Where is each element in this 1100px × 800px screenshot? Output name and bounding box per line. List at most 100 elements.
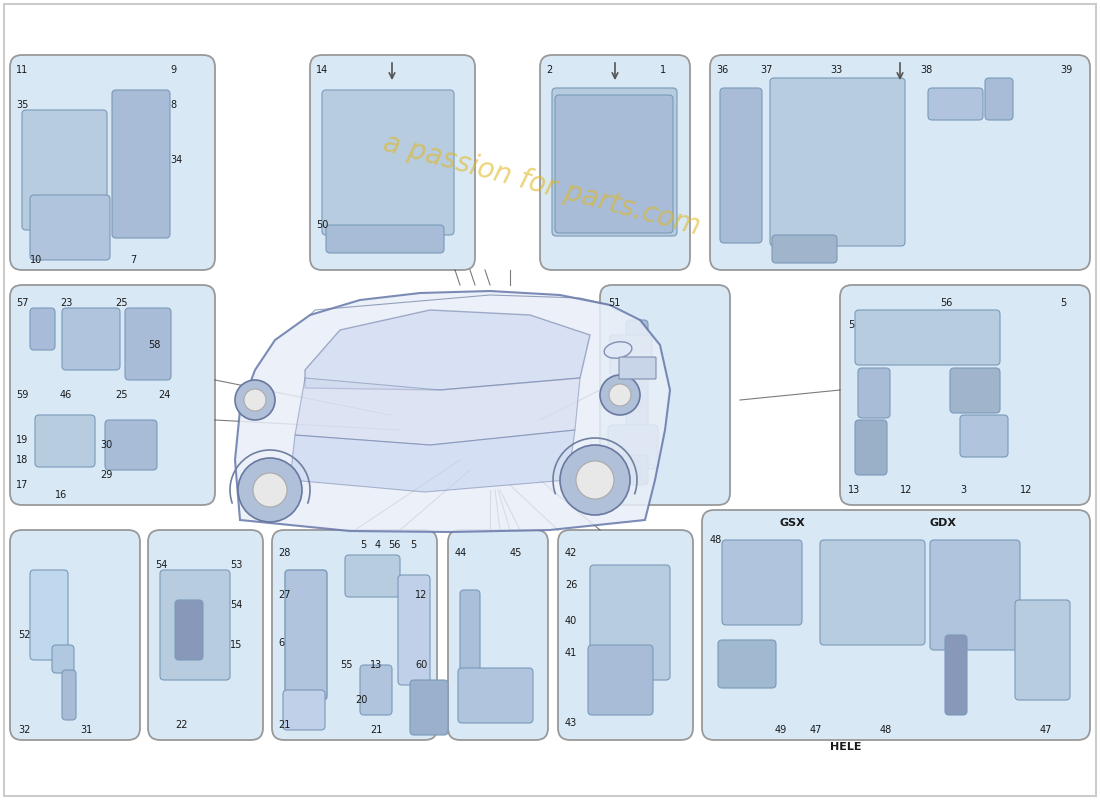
FancyBboxPatch shape	[10, 530, 140, 740]
Text: 24: 24	[158, 390, 170, 400]
Polygon shape	[235, 291, 670, 532]
Text: 5: 5	[360, 540, 366, 550]
Circle shape	[560, 445, 630, 515]
Text: 15: 15	[230, 640, 242, 650]
FancyBboxPatch shape	[950, 368, 1000, 413]
Text: 57: 57	[16, 298, 29, 308]
Text: 39: 39	[1060, 65, 1072, 75]
Circle shape	[609, 384, 631, 406]
FancyBboxPatch shape	[626, 320, 648, 460]
Text: 48: 48	[880, 725, 892, 735]
FancyBboxPatch shape	[35, 415, 95, 467]
Text: 45: 45	[510, 548, 522, 558]
Text: 16: 16	[55, 490, 67, 500]
Text: 8: 8	[170, 100, 176, 110]
Text: 5: 5	[848, 320, 855, 330]
Text: 10: 10	[30, 255, 42, 265]
Text: 38: 38	[920, 65, 933, 75]
FancyBboxPatch shape	[930, 540, 1020, 650]
Text: 47: 47	[1040, 725, 1053, 735]
Text: HELE: HELE	[830, 742, 861, 752]
FancyBboxPatch shape	[10, 285, 214, 505]
Text: 33: 33	[830, 65, 843, 75]
Text: 53: 53	[230, 560, 242, 570]
Text: 42: 42	[565, 548, 578, 558]
Polygon shape	[290, 430, 575, 492]
Text: 14: 14	[316, 65, 328, 75]
Text: 44: 44	[455, 548, 468, 558]
Text: 25: 25	[116, 390, 128, 400]
Text: 29: 29	[100, 470, 112, 480]
Text: 52: 52	[18, 630, 31, 640]
FancyBboxPatch shape	[458, 668, 534, 723]
Text: 34: 34	[170, 155, 183, 165]
FancyBboxPatch shape	[722, 540, 802, 625]
FancyBboxPatch shape	[820, 540, 925, 645]
Text: 21: 21	[370, 725, 383, 735]
FancyBboxPatch shape	[460, 590, 480, 690]
Text: 31: 31	[80, 725, 92, 735]
FancyBboxPatch shape	[360, 665, 392, 715]
FancyBboxPatch shape	[112, 90, 170, 238]
Text: 47: 47	[810, 725, 823, 735]
Text: 23: 23	[60, 298, 73, 308]
FancyBboxPatch shape	[928, 88, 983, 120]
Text: 40: 40	[565, 616, 578, 626]
FancyBboxPatch shape	[945, 635, 967, 715]
Circle shape	[238, 458, 302, 522]
FancyBboxPatch shape	[52, 645, 74, 673]
FancyBboxPatch shape	[960, 415, 1008, 457]
FancyBboxPatch shape	[285, 570, 327, 700]
Text: 30: 30	[100, 440, 112, 450]
FancyBboxPatch shape	[30, 195, 110, 260]
Text: 54: 54	[230, 600, 242, 610]
FancyBboxPatch shape	[125, 308, 170, 380]
FancyBboxPatch shape	[104, 420, 157, 470]
Text: 4: 4	[375, 540, 381, 550]
FancyBboxPatch shape	[326, 225, 444, 253]
FancyBboxPatch shape	[62, 670, 76, 720]
FancyBboxPatch shape	[160, 570, 230, 680]
FancyBboxPatch shape	[30, 570, 68, 660]
Text: 55: 55	[340, 660, 352, 670]
FancyBboxPatch shape	[540, 55, 690, 270]
Text: 41: 41	[565, 648, 578, 658]
FancyBboxPatch shape	[175, 600, 204, 660]
Text: 12: 12	[1020, 485, 1033, 495]
Text: 35: 35	[16, 100, 29, 110]
Polygon shape	[305, 310, 590, 390]
FancyBboxPatch shape	[556, 95, 673, 233]
FancyBboxPatch shape	[710, 55, 1090, 270]
Circle shape	[235, 380, 275, 420]
Text: 6: 6	[278, 638, 284, 648]
FancyBboxPatch shape	[702, 510, 1090, 740]
Text: GSX: GSX	[780, 518, 805, 528]
FancyBboxPatch shape	[322, 90, 454, 235]
FancyBboxPatch shape	[858, 368, 890, 418]
FancyBboxPatch shape	[148, 530, 263, 740]
FancyBboxPatch shape	[618, 455, 648, 485]
Text: 17: 17	[16, 480, 29, 490]
Text: 13: 13	[370, 660, 383, 670]
Text: 48: 48	[710, 535, 723, 545]
FancyBboxPatch shape	[608, 425, 658, 469]
Text: 22: 22	[175, 720, 187, 730]
Text: 13: 13	[848, 485, 860, 495]
FancyBboxPatch shape	[720, 88, 762, 243]
Text: 5: 5	[1060, 298, 1066, 308]
FancyBboxPatch shape	[345, 555, 400, 597]
Text: 11: 11	[16, 65, 29, 75]
Text: a passion for parts.com: a passion for parts.com	[379, 129, 703, 241]
FancyBboxPatch shape	[410, 680, 448, 735]
Text: 26: 26	[565, 580, 578, 590]
FancyBboxPatch shape	[619, 357, 656, 379]
FancyBboxPatch shape	[283, 690, 324, 730]
Text: 28: 28	[278, 548, 290, 558]
FancyBboxPatch shape	[62, 308, 120, 370]
Text: 59: 59	[16, 390, 29, 400]
FancyBboxPatch shape	[984, 78, 1013, 120]
FancyBboxPatch shape	[610, 335, 652, 375]
Text: 51: 51	[608, 298, 620, 308]
FancyBboxPatch shape	[10, 55, 214, 270]
Circle shape	[244, 389, 266, 411]
